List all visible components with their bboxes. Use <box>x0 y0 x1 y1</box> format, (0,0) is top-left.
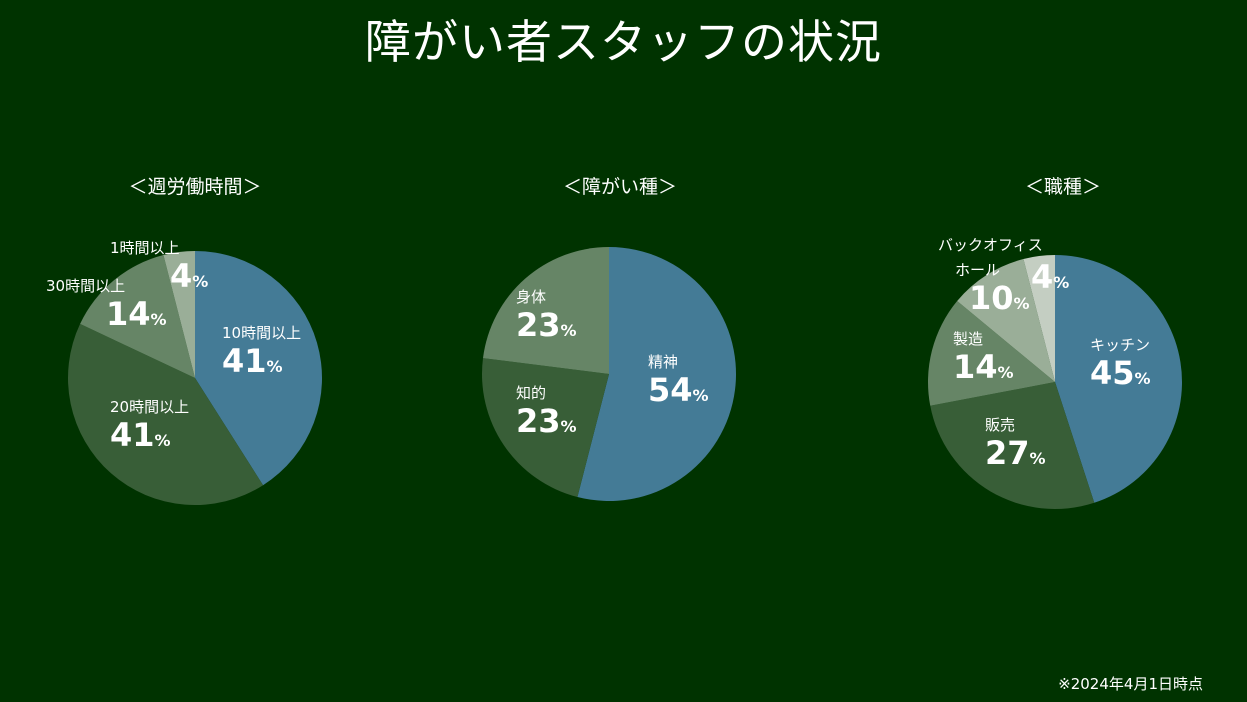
pie-slice-1-1 <box>481 358 609 498</box>
slice-unit: % <box>266 357 283 376</box>
slice-name: ホール <box>955 261 1001 279</box>
slice-unit: % <box>560 417 577 436</box>
slice-value: 45 <box>1090 354 1135 392</box>
slice-name: 製造 <box>953 330 984 348</box>
page-title: 障がい者スタッフの状況 <box>365 15 882 69</box>
slice-value: 23 <box>516 306 561 344</box>
slice-name: 30時間以上 <box>46 277 126 295</box>
slice-label-manufacturing: 製造 14% <box>953 330 1014 386</box>
pie-slice-2-1 <box>930 382 1095 509</box>
slice-value: 14 <box>953 348 998 386</box>
slice-name: 精神 <box>648 353 679 371</box>
slice-name: 1時間以上 <box>110 239 180 257</box>
pie-slice-2-0 <box>1055 255 1182 503</box>
slice-name: キッチン <box>1090 336 1151 354</box>
slice-value: 41 <box>222 342 267 380</box>
slice-name: 20時間以上 <box>110 398 190 416</box>
pie-slice-0-0 <box>195 251 322 486</box>
slice-label-30h: 30時間以上 14% <box>46 277 167 333</box>
slice-value: 14 <box>106 295 151 333</box>
slice-unit: % <box>692 386 709 405</box>
pie-slice-0-2 <box>80 254 195 378</box>
slice-unit: % <box>150 310 167 329</box>
chart-title-disability-type: ＜障がい種＞ <box>562 176 677 198</box>
slice-label-physical: 身体 23% <box>516 288 577 344</box>
pie-slice-0-1 <box>67 323 264 506</box>
slice-label-intellectual: 知的 23% <box>516 384 577 440</box>
slice-unit: % <box>1013 294 1030 313</box>
slice-value: 10 <box>969 279 1014 317</box>
slice-name: 10時間以上 <box>222 324 302 342</box>
slice-label-1h: 1時間以上 4% <box>110 239 209 295</box>
slice-name: 知的 <box>516 384 547 402</box>
slice-label-mental: 精神 54% <box>648 353 709 409</box>
slice-unit: % <box>1053 273 1070 292</box>
footnote: ※2024年4月1日時点 <box>1058 675 1203 693</box>
slice-name: 販売 <box>985 416 1016 434</box>
slice-label-kitchen: キッチン 45% <box>1090 336 1151 392</box>
slice-unit: % <box>192 272 209 291</box>
slice-name: バックオフィス <box>938 236 1043 254</box>
pie-slice-0-3 <box>163 251 195 378</box>
chart-title-job-type: ＜職種＞ <box>1024 176 1101 198</box>
slice-name: 身体 <box>516 288 547 306</box>
slice-label-10h: 10時間以上 41% <box>222 324 302 380</box>
pie-slice-2-2 <box>928 301 1055 406</box>
slice-label-hall: ホール 10% <box>955 261 1030 317</box>
slice-value: 54 <box>648 371 693 409</box>
chart-title-weekly-hours: ＜週労働時間＞ <box>128 176 262 198</box>
pie-slice-1-2 <box>483 247 609 374</box>
slice-value: 23 <box>516 402 561 440</box>
pie-slice-2-3 <box>957 258 1055 382</box>
pie-slice-1-0 <box>577 247 736 501</box>
slice-unit: % <box>560 321 577 340</box>
slice-unit: % <box>1134 369 1151 388</box>
slice-value: 4 <box>170 257 193 295</box>
slice-label-back-office: バックオフィス <box>938 238 1043 253</box>
slice-value: 27 <box>985 434 1030 472</box>
slice-label-20h: 20時間以上 41% <box>110 398 190 454</box>
slice-value: 4 <box>1031 258 1054 296</box>
slice-value-back-office: 4% <box>1031 257 1069 293</box>
slice-unit: % <box>154 431 171 450</box>
slice-label-sales: 販売 27% <box>985 416 1046 472</box>
slice-unit: % <box>1029 449 1046 468</box>
slice-value: 41 <box>110 416 155 454</box>
slice-unit: % <box>997 363 1014 382</box>
pie-slice-2-4 <box>1023 255 1055 382</box>
